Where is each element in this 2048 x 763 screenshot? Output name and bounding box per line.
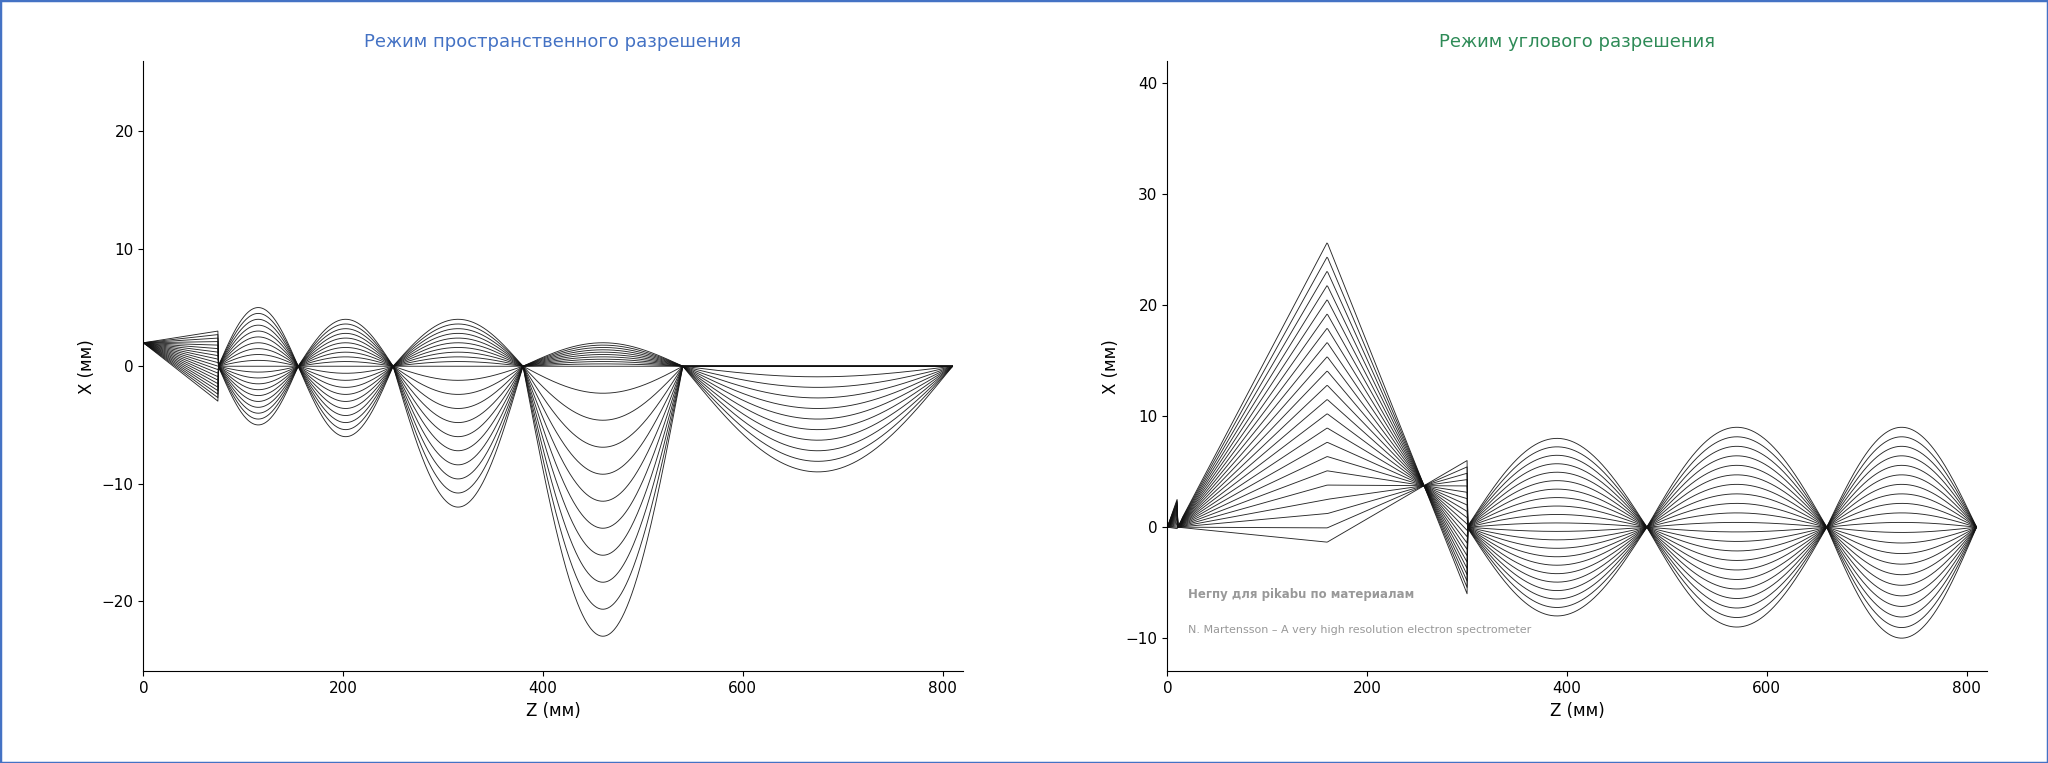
Y-axis label: X (мм): X (мм) [1102, 339, 1120, 394]
Title: Режим пространственного разрешения: Режим пространственного разрешения [365, 33, 741, 51]
Y-axis label: X (мм): X (мм) [78, 339, 96, 394]
Text: Негпу для pikabu по материалам: Негпу для pikabu по материалам [1188, 588, 1413, 601]
Title: Режим углового разрешения: Режим углового разрешения [1440, 33, 1714, 51]
X-axis label: Z (мм): Z (мм) [1550, 702, 1604, 720]
X-axis label: Z (мм): Z (мм) [526, 702, 580, 720]
Text: N. Martensson – A very high resolution electron spectrometer: N. Martensson – A very high resolution e… [1188, 625, 1532, 635]
